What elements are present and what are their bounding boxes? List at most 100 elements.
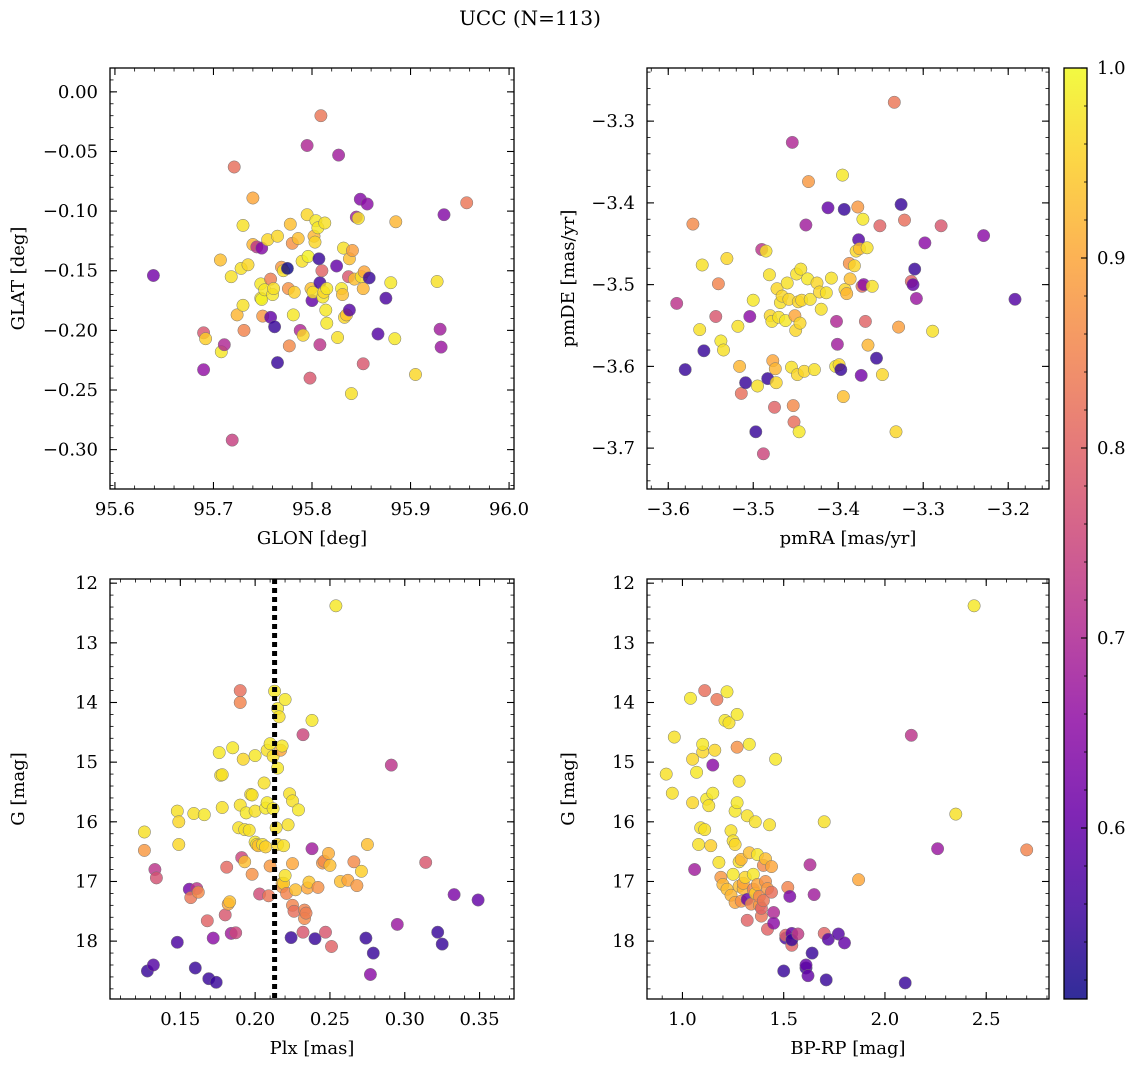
data-point <box>762 268 776 282</box>
data-point <box>686 217 700 231</box>
x-tick-label: −3.4 <box>816 499 860 520</box>
data-point <box>137 825 151 839</box>
data-point <box>861 338 875 352</box>
data-point <box>271 229 284 243</box>
x-tick-label: 0.20 <box>235 1009 275 1030</box>
data-point <box>435 937 449 951</box>
data-point <box>765 860 778 874</box>
data-point <box>837 202 851 216</box>
x-tick-label: 95.8 <box>292 499 332 520</box>
data-point <box>409 368 422 381</box>
data-point <box>704 839 718 853</box>
y-axis-label: G [mag] <box>558 752 579 825</box>
x-tick-label: 0.35 <box>460 1009 500 1030</box>
data-point <box>209 975 223 989</box>
data-point <box>777 964 791 978</box>
data-point <box>170 804 184 818</box>
panel-pm: −3.6 −3.5 −3.4 −3.3 −3.2 −3.3 −3.4 −3.5 −3.6 −3.7… <box>558 67 1050 549</box>
data-point <box>740 913 754 927</box>
data-point <box>356 357 370 371</box>
data-point <box>149 871 163 885</box>
y-tick-label: −0.15 <box>43 261 98 282</box>
x-tick-label: −3.2 <box>986 499 1030 520</box>
data-point <box>698 823 712 837</box>
x-tick-label: 95.6 <box>95 499 135 520</box>
data-point <box>299 906 313 920</box>
data-point <box>345 244 359 257</box>
data-point <box>267 282 281 296</box>
data-point <box>384 758 398 772</box>
data-point <box>692 838 706 851</box>
data-point <box>199 332 213 346</box>
data-point <box>347 855 361 869</box>
data-point <box>356 282 370 296</box>
data-point <box>730 796 744 810</box>
data-point <box>904 728 918 742</box>
data-point <box>906 278 920 292</box>
data-point <box>312 252 326 266</box>
data-point <box>296 925 310 939</box>
data-point <box>197 363 211 377</box>
data-point <box>799 218 813 232</box>
x-tick-label: −3.6 <box>646 499 690 520</box>
data-point <box>245 788 259 802</box>
data-point <box>756 447 770 461</box>
data-point <box>918 236 932 250</box>
data-point <box>388 332 402 346</box>
x-tick-label: −3.5 <box>731 499 775 520</box>
axes-frame <box>109 67 515 490</box>
data-point <box>695 258 709 272</box>
y-tick-label: 18 <box>75 931 98 952</box>
data-point <box>743 310 757 323</box>
data-point <box>847 259 861 273</box>
y-tick-label: 17 <box>612 871 635 892</box>
scatter-points <box>146 109 474 447</box>
data-point <box>275 739 289 753</box>
data-point <box>200 914 214 928</box>
data-point <box>241 258 255 272</box>
data-point <box>712 855 726 869</box>
data-point <box>238 855 252 869</box>
data-point <box>852 873 866 887</box>
data-point <box>229 926 243 940</box>
data-point <box>305 713 319 727</box>
data-point <box>706 786 720 800</box>
data-point <box>726 867 740 881</box>
y-tick-label: −0.05 <box>43 141 98 162</box>
data-point <box>768 362 782 376</box>
data-point <box>665 786 679 800</box>
data-point <box>342 303 356 317</box>
y-tick-label: −3.7 <box>591 438 635 459</box>
data-point <box>246 191 260 205</box>
y-tick-label: 0.00 <box>58 82 98 103</box>
y-tick-label: −0.10 <box>43 201 98 222</box>
data-point <box>433 322 447 336</box>
data-point <box>283 217 297 231</box>
data-point <box>807 363 821 377</box>
data-point <box>146 269 160 282</box>
data-point <box>702 799 716 813</box>
data-point <box>763 818 776 832</box>
data-point <box>889 425 903 439</box>
data-point <box>768 400 781 414</box>
data-point <box>670 296 684 310</box>
data-point <box>748 815 762 829</box>
data-point <box>360 197 374 211</box>
data-point <box>278 693 292 706</box>
data-point <box>780 276 794 290</box>
data-point <box>233 684 247 698</box>
data-point <box>894 198 908 211</box>
data-point <box>431 925 445 939</box>
data-point <box>363 968 377 981</box>
data-point <box>325 940 338 953</box>
data-point <box>319 303 333 317</box>
data-point <box>698 684 712 698</box>
data-point <box>220 860 234 874</box>
data-point <box>291 232 305 245</box>
data-point <box>296 728 310 742</box>
data-point <box>684 691 697 705</box>
data-point <box>836 168 849 182</box>
data-point <box>803 858 817 872</box>
y-tick-label: 15 <box>75 752 98 773</box>
y-axis: 12 13 14 15 16 17 18 <box>612 573 1049 990</box>
